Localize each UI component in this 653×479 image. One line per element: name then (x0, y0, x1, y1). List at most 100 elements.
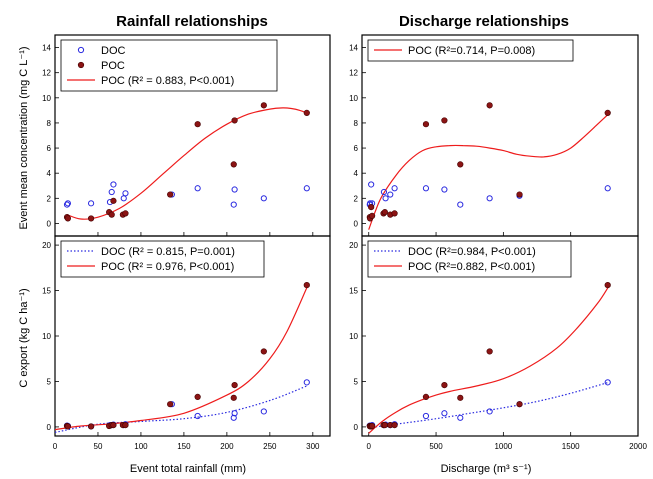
poc-point (230, 161, 237, 168)
poc-point (231, 117, 238, 124)
doc-point (441, 186, 448, 193)
x-tick-label: 50 (94, 442, 103, 451)
x-tick-label: 0 (367, 442, 372, 451)
doc-point (194, 185, 201, 192)
x-tick-label: 300 (306, 442, 320, 451)
x-tick-label: 500 (429, 442, 443, 451)
poc-point (422, 393, 430, 401)
doc-point (368, 181, 375, 188)
poc-point (516, 191, 523, 198)
doc-point (457, 201, 464, 208)
panel-rainfall-concentration: 0 2 4 6 8 10 12 14 DOC POC POC (R² = 0.883, P<0.00… (42, 34, 331, 237)
poc-point (381, 209, 388, 216)
x-tick-label: 1000 (494, 442, 512, 451)
poc-point (87, 215, 95, 222)
poc-point (604, 281, 611, 289)
y-tick-label: 6 (354, 144, 359, 153)
x-tick-label: 2000 (629, 442, 647, 451)
doc-point (604, 185, 611, 192)
poc-point (486, 102, 493, 109)
doc-point (120, 195, 127, 202)
doc-point (457, 414, 464, 421)
y-tick-label: 15 (42, 287, 51, 296)
doc-point (303, 185, 310, 192)
doc-point (63, 201, 71, 208)
poc-point (110, 197, 117, 204)
poc-fit-line (66, 107, 308, 220)
doc-fit-line (54, 385, 308, 433)
doc-point (260, 408, 267, 415)
poc-point (194, 121, 201, 128)
legend-doc-marker (77, 46, 85, 54)
poc-point (391, 421, 398, 429)
doc-point (303, 379, 310, 386)
x-tick-label: 250 (263, 442, 277, 451)
y-axis-label-export: C export (kg C ha⁻¹) (18, 288, 30, 387)
y-tick-label: 5 (354, 377, 359, 386)
legend-label: POC (R²=0.882, P<0.001) (408, 261, 535, 273)
x-axis-label-discharge: Discharge (m³ s⁻¹) (441, 463, 532, 475)
poc-point (122, 210, 129, 217)
poc-point (303, 109, 310, 116)
poc-point (516, 401, 523, 408)
poc-point (457, 394, 464, 401)
x-tick-label: 100 (134, 442, 148, 451)
poc-point (391, 210, 398, 217)
y-tick-label: 14 (349, 44, 358, 53)
y-tick-label: 14 (42, 44, 51, 53)
legend-box (367, 39, 574, 62)
doc-point (486, 195, 493, 202)
x-tick-label: 200 (220, 442, 234, 451)
legend-label: POC (101, 60, 125, 72)
poc-point (303, 281, 310, 289)
legend-label: DOC (101, 45, 126, 57)
y-tick-label: 10 (349, 332, 358, 341)
title-rainfall: Rainfall relationships (116, 13, 268, 30)
poc-point (122, 421, 129, 429)
x-tick-label: 1500 (562, 442, 580, 451)
y-tick-label: 8 (47, 119, 52, 128)
legend-box (60, 240, 265, 278)
doc-point (380, 188, 388, 196)
poc-point (441, 117, 448, 124)
poc-fit-line (368, 113, 609, 230)
panel-discharge-export: 0 5 10 15 20 0 500 1000 1500 2000 DOC (R²=0.984, P… (349, 235, 647, 451)
panel-discharge-concentration: 0 2 4 6 8 10 12 14 POC (R²=0.714, P=0.008) (349, 34, 639, 237)
y-tick-label: 10 (42, 332, 51, 341)
legend-poc-marker (77, 61, 85, 69)
y-tick-label: 0 (354, 423, 359, 432)
doc-point (387, 191, 394, 198)
legend-label: POC (R²=0.714, P=0.008) (408, 45, 535, 57)
doc-point (122, 190, 129, 197)
y-tick-label: 2 (47, 194, 52, 203)
y-tick-label: 0 (47, 423, 52, 432)
poc-point (368, 204, 375, 211)
doc-point (422, 185, 430, 192)
poc-point (260, 348, 267, 355)
doc-point (604, 379, 611, 386)
doc-point (64, 200, 71, 207)
doc-point (422, 412, 430, 420)
poc-point (604, 109, 611, 116)
legend-label: DOC (R² = 0.815, P=0.001) (101, 246, 235, 258)
poc-point (260, 102, 267, 109)
legend-box (367, 240, 572, 278)
doc-point (108, 188, 115, 196)
legend-label: POC (R² = 0.976, P<0.001) (101, 261, 234, 273)
doc-point (230, 201, 237, 208)
x-tick-label: 0 (53, 442, 58, 451)
doc-fit-line (368, 381, 609, 429)
poc-point (457, 161, 464, 168)
doc-point (231, 186, 238, 193)
poc-point (167, 401, 174, 408)
doc-point (391, 185, 398, 192)
doc-point (87, 200, 95, 207)
doc-point (231, 410, 238, 417)
poc-point (381, 421, 388, 429)
poc-point (108, 211, 115, 218)
poc-point (110, 421, 117, 429)
doc-point (441, 410, 448, 417)
y-tick-label: 0 (354, 219, 359, 228)
y-axis-label-concentration: Event mean concentration (mg C L⁻¹) (18, 46, 30, 229)
